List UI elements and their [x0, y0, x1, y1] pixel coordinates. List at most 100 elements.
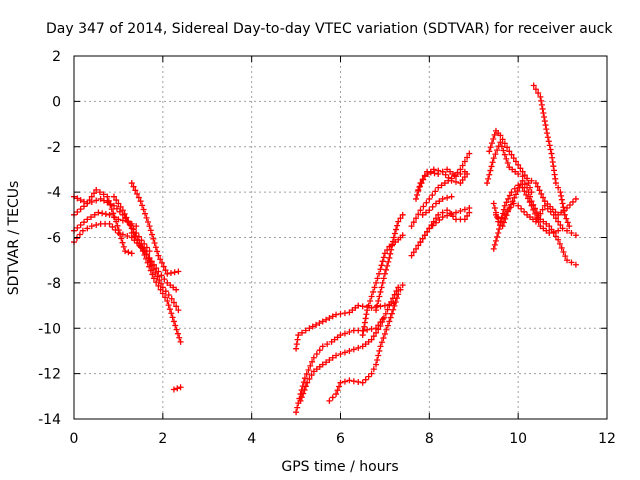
- data-point-marker: [459, 177, 466, 184]
- data-point-marker: [368, 326, 375, 333]
- y-tick-label: -6: [47, 231, 61, 247]
- data-point-marker: [386, 302, 393, 309]
- data-point-marker: [497, 222, 504, 229]
- data-point-marker: [503, 155, 510, 162]
- data-point-marker: [99, 210, 106, 217]
- series-t3d: [415, 166, 471, 193]
- data-point-marker: [546, 223, 553, 230]
- data-point-marker: [364, 326, 371, 333]
- data-point-marker: [74, 208, 81, 215]
- data-point-marker: [133, 223, 140, 230]
- data-point-marker: [91, 211, 98, 218]
- data-point-marker: [444, 207, 451, 214]
- data-point-marker: [88, 223, 95, 230]
- data-point-marker: [160, 263, 167, 270]
- data-point-marker: [415, 242, 422, 249]
- data-point-marker: [560, 249, 567, 256]
- data-point-marker: [490, 200, 497, 207]
- data-point-marker: [375, 326, 382, 333]
- data-point-marker: [550, 211, 557, 218]
- data-point-marker: [375, 298, 382, 305]
- data-point-marker: [410, 219, 417, 226]
- data-point-marker: [359, 332, 366, 339]
- data-point-marker: [161, 276, 168, 283]
- data-point-marker: [490, 136, 497, 143]
- series-t1h: [137, 243, 180, 293]
- data-point-marker: [175, 307, 182, 314]
- data-point-marker: [559, 200, 566, 207]
- data-point-marker: [452, 173, 459, 180]
- data-point-marker: [507, 201, 514, 208]
- data-point-marker: [123, 214, 130, 221]
- data-point-marker: [73, 235, 80, 242]
- data-point-marker: [386, 318, 393, 325]
- data-point-marker: [169, 314, 176, 321]
- data-point-marker: [414, 191, 421, 198]
- data-point-marker: [136, 240, 143, 247]
- data-point-marker: [375, 352, 382, 359]
- data-point-marker: [323, 316, 330, 323]
- data-point-marker: [362, 376, 369, 383]
- data-point-marker: [572, 232, 579, 239]
- data-point-marker: [494, 233, 501, 240]
- y-tick-label: -12: [38, 367, 61, 383]
- data-point-marker: [110, 214, 117, 221]
- data-point-marker: [423, 199, 430, 206]
- data-point-marker: [393, 226, 400, 233]
- data-point-marker: [379, 279, 386, 286]
- data-point-marker: [112, 226, 119, 233]
- data-point-marker: [117, 203, 124, 210]
- data-point-marker: [376, 347, 383, 354]
- data-point-marker: [389, 238, 396, 245]
- data-point-marker: [533, 214, 540, 221]
- data-point-marker: [503, 212, 510, 219]
- data-point-marker: [170, 299, 177, 306]
- data-point-marker: [170, 386, 177, 393]
- x-tick-label: 12: [598, 431, 616, 447]
- y-tick-label: -2: [47, 140, 61, 156]
- data-point-marker: [432, 188, 439, 195]
- data-markers: [71, 82, 579, 416]
- data-point-marker: [379, 258, 386, 265]
- data-point-marker: [126, 221, 133, 228]
- data-point-marker: [541, 202, 548, 209]
- data-point-marker: [569, 198, 576, 205]
- series-t1f: [128, 180, 182, 277]
- data-point-marker: [319, 318, 326, 325]
- data-point-marker: [538, 190, 545, 197]
- y-axis-label: SDTVAR / TECUs: [6, 181, 22, 296]
- data-point-marker: [519, 168, 526, 175]
- data-point-marker: [436, 198, 443, 205]
- data-point-marker: [539, 105, 546, 112]
- data-point-marker: [438, 182, 445, 189]
- data-point-marker: [566, 223, 573, 230]
- data-point-marker: [293, 409, 300, 416]
- data-point-marker: [346, 329, 353, 336]
- data-point-marker: [302, 327, 309, 334]
- data-point-marker: [408, 252, 415, 259]
- data-point-marker: [532, 86, 539, 93]
- data-point-marker: [498, 214, 505, 221]
- data-point-marker: [379, 318, 386, 325]
- data-point-marker: [546, 142, 553, 149]
- data-point-marker: [106, 220, 113, 227]
- data-point-marker: [430, 218, 437, 225]
- data-point-marker: [380, 335, 387, 342]
- data-point-marker: [100, 197, 107, 204]
- data-point-marker: [441, 180, 448, 187]
- series-t2c: [297, 284, 402, 404]
- data-point-marker: [562, 253, 569, 260]
- data-point-marker: [166, 306, 173, 313]
- data-point-marker: [491, 131, 498, 138]
- data-point-marker: [528, 202, 535, 209]
- data-point-marker: [558, 244, 565, 251]
- data-point-marker: [391, 302, 398, 309]
- data-point-marker: [153, 265, 160, 272]
- data-point-marker: [572, 195, 579, 202]
- data-point-marker: [545, 138, 552, 145]
- data-point-marker: [504, 144, 511, 151]
- data-point-marker: [100, 191, 107, 198]
- data-point-marker: [104, 193, 111, 200]
- data-point-marker: [450, 213, 457, 220]
- data-point-marker: [490, 245, 497, 252]
